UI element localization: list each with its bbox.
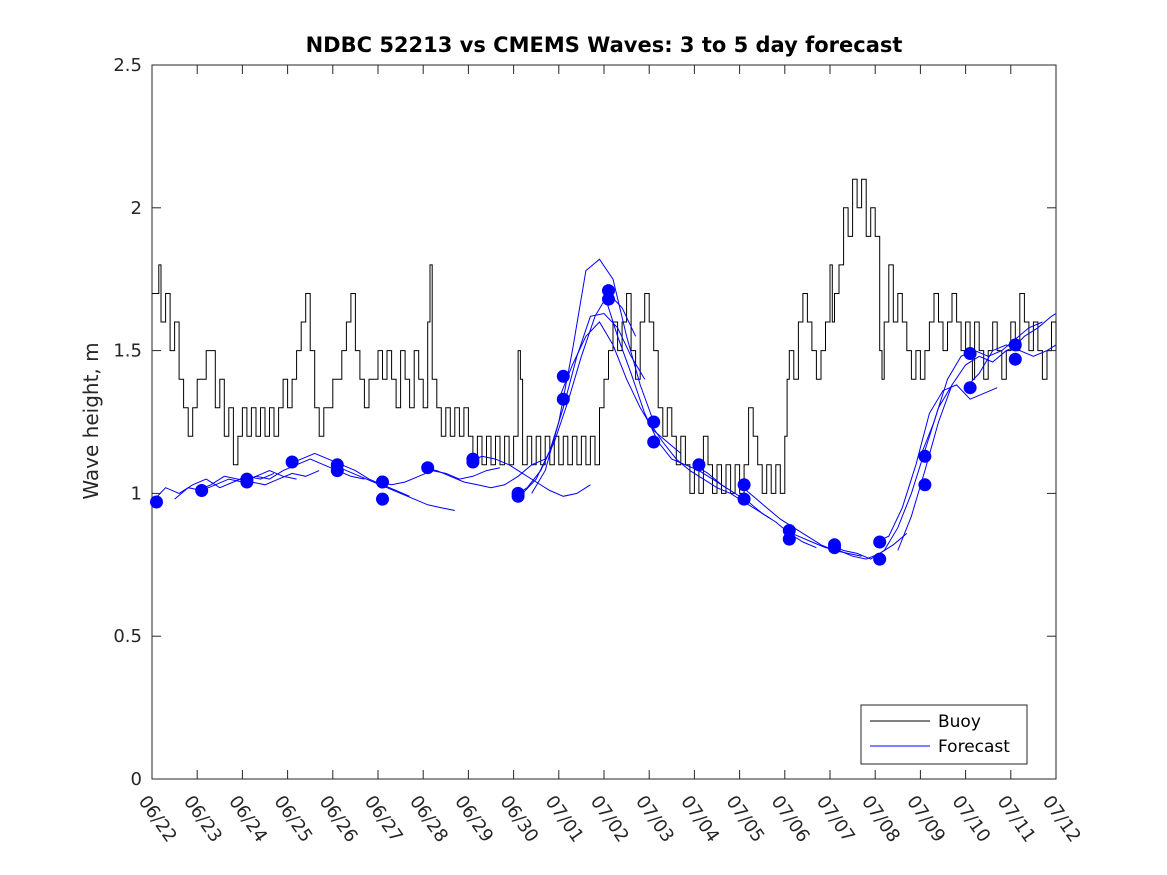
y-tick-label: 0.5: [113, 626, 142, 647]
forecast-marker: [556, 392, 570, 406]
x-tick-label: 06/26: [315, 792, 362, 847]
forecast-marker: [918, 449, 932, 463]
forecast-marker: [150, 495, 163, 509]
forecast-marker: [1008, 338, 1022, 352]
y-tick-label: 2: [131, 198, 142, 219]
forecast-marker: [828, 541, 841, 555]
forecast-line: [648, 421, 772, 520]
x-tick-label: 07/11: [993, 792, 1040, 847]
x-tick-label: 06/27: [360, 792, 407, 847]
y-tick-label: 2.5: [113, 55, 142, 76]
forecast-line: [242, 458, 365, 483]
chart-title: NDBC 52213 vs CMEMS Waves: 3 to 5 day fo…: [306, 33, 903, 57]
forecast-line: [919, 321, 1043, 457]
forecast-marker: [511, 486, 525, 500]
x-tick-label: 06/28: [405, 792, 452, 847]
x-tick-label: 07/07: [812, 792, 859, 847]
buoy-line: [152, 178, 1057, 494]
x-tick-label: 07/02: [586, 792, 633, 847]
x-tick-label: 06/23: [179, 792, 226, 847]
forecast-marker: [647, 415, 661, 429]
forecast-marker: [421, 461, 435, 475]
x-tick-label: 07/12: [1038, 792, 1085, 847]
forecast-marker: [737, 478, 751, 492]
legend: Buoy Forecast: [860, 704, 1028, 765]
forecast-line: [558, 321, 682, 454]
x-tick-label: 06/24: [224, 792, 271, 847]
y-axis: 0 0.5 1 1.5 2 2.5: [113, 55, 1056, 790]
forecast-marker: [737, 492, 751, 506]
forecast-marker: [285, 455, 299, 469]
forecast-line: [174, 470, 297, 500]
y-axis-label: Wave height, m: [79, 342, 103, 499]
forecast-line: [513, 292, 637, 497]
forecast-markers: [150, 284, 1022, 566]
y-tick-label: 1: [131, 483, 142, 504]
forecast-marker: [873, 535, 887, 549]
forecast-line: [423, 458, 546, 489]
forecast-line: [784, 530, 908, 560]
forecast-line: [875, 384, 998, 543]
forecast-line: [468, 455, 591, 497]
forecast-marker: [195, 484, 209, 497]
forecast-marker: [647, 435, 661, 449]
forecast-marker: [466, 452, 480, 466]
y-tick-label: 1.5: [113, 341, 142, 362]
forecast-line: [603, 293, 727, 489]
forecast-series: [151, 258, 1057, 560]
forecast-line: [197, 470, 320, 491]
forecast-line: [694, 464, 817, 549]
x-tick-label: 07/06: [767, 792, 814, 847]
forecast-marker: [556, 369, 570, 383]
forecast-marker: [873, 552, 887, 566]
forecast-marker: [692, 458, 706, 472]
x-tick-label: 06/29: [450, 792, 497, 847]
x-tick-label: 07/04: [676, 792, 723, 847]
buoy-series: [152, 178, 1057, 494]
legend-forecast-label: Forecast: [938, 737, 1010, 757]
x-tick-label: 07/01: [541, 792, 588, 847]
forecast-marker: [1008, 352, 1022, 366]
forecast-marker: [376, 475, 389, 489]
legend-buoy-label: Buoy: [938, 712, 981, 732]
forecast-marker: [918, 478, 932, 492]
forecast-line: [897, 344, 1020, 551]
x-tick-label: 06/22: [134, 792, 181, 847]
x-tick-label: 06/25: [270, 792, 317, 847]
x-tick-label: 07/03: [631, 792, 678, 847]
x-tick-label: 07/09: [902, 792, 949, 847]
y-tick-label: 0: [131, 769, 142, 790]
forecast-marker: [330, 458, 344, 472]
forecast-marker: [376, 492, 389, 506]
x-tick-label: 06/30: [496, 792, 543, 847]
forecast-marker: [963, 347, 977, 360]
forecast-line: [522, 312, 646, 494]
legend-box: [860, 704, 1028, 765]
forecast-marker: [602, 292, 615, 306]
forecast-marker: [240, 472, 254, 486]
forecast-marker: [963, 381, 977, 395]
x-tick-label: 07/05: [722, 792, 769, 847]
forecast-marker: [782, 532, 796, 546]
plot-area: [151, 64, 1057, 780]
x-tick-label: 07/10: [948, 792, 995, 847]
forecast-line: [332, 464, 455, 511]
forecast-line: [287, 452, 410, 497]
forecast-line: [531, 258, 655, 494]
x-tick-label: 07/08: [857, 792, 904, 847]
